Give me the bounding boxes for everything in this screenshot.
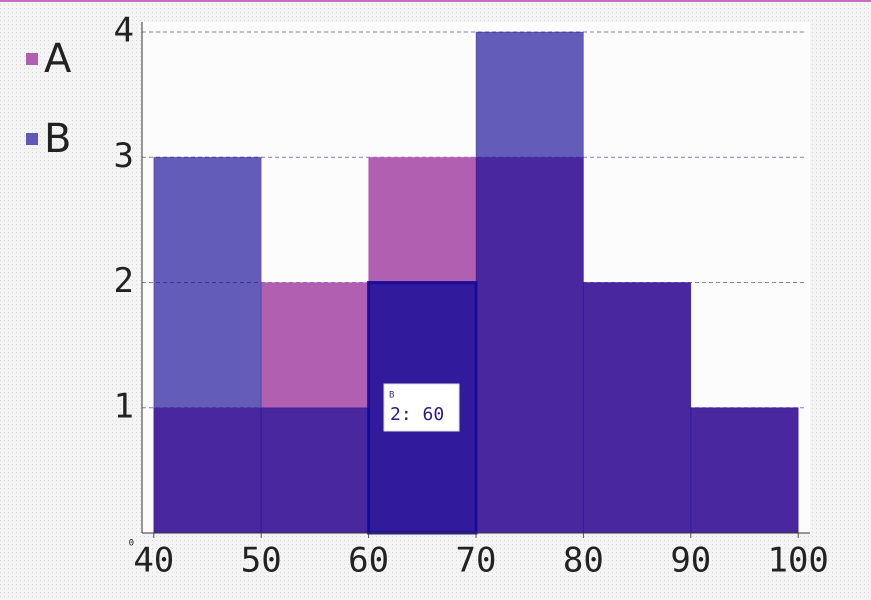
tooltip-text: 2: 60 — [390, 404, 444, 425]
legend-label: B — [44, 116, 71, 162]
y-tick-label: 0 — [129, 539, 134, 549]
y-tick-label: 1 — [114, 386, 134, 426]
x-tick-label: 40 — [133, 541, 174, 581]
legend-swatch — [26, 53, 38, 65]
y-tick-label: 2 — [114, 261, 134, 301]
x-tick-label: 90 — [670, 541, 711, 581]
tooltip: B 2: 60 — [383, 383, 460, 432]
y-tick-label: 3 — [114, 136, 134, 176]
legend-label: A — [44, 36, 72, 82]
histogram-bar — [153, 156, 262, 534]
tooltip-box — [383, 383, 460, 432]
histogram-bar — [475, 31, 584, 534]
x-tick-label: 60 — [348, 541, 389, 581]
x-tick-label: 50 — [241, 541, 282, 581]
legend-swatch — [26, 133, 38, 145]
x-tick-label: 100 — [767, 541, 828, 581]
tooltip-series: B — [389, 391, 394, 401]
x-tick-label: 80 — [563, 541, 604, 581]
histogram-bar — [260, 407, 370, 534]
histogram-bar — [582, 282, 692, 534]
histogram-bar — [690, 407, 799, 534]
y-tick-label: 4 — [114, 11, 134, 51]
x-tick-label: 70 — [456, 541, 497, 581]
